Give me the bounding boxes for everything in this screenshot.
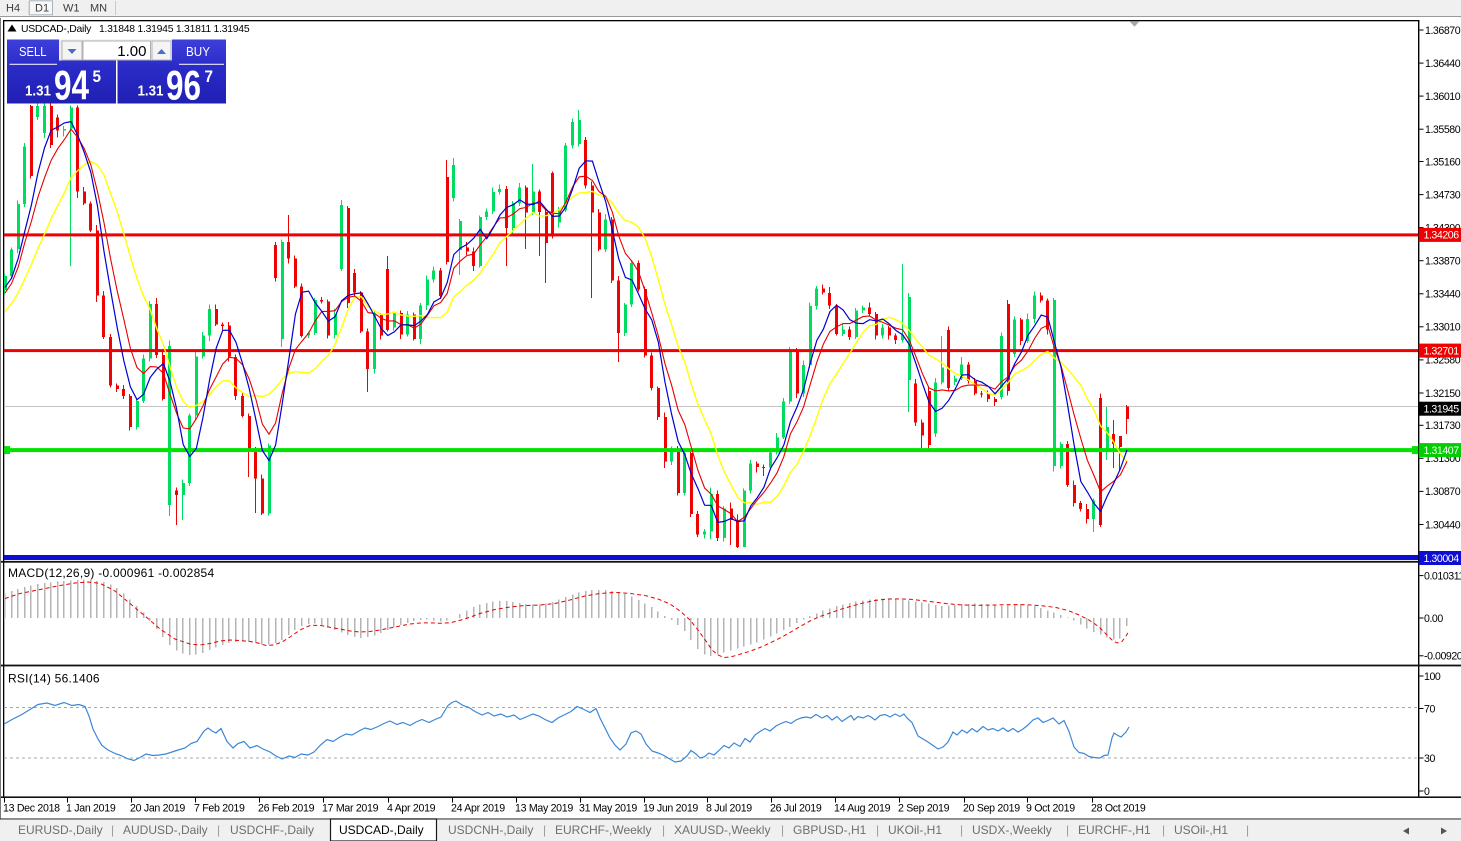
svg-text:94: 94 — [54, 62, 89, 109]
svg-text:|: | — [781, 823, 784, 837]
svg-text:1.33010: 1.33010 — [1425, 322, 1461, 334]
svg-text:24 Apr 2019: 24 Apr 2019 — [451, 803, 505, 815]
svg-text:26 Jul 2019: 26 Jul 2019 — [770, 803, 822, 815]
svg-text:|: | — [111, 823, 114, 837]
svg-text:SELL: SELL — [19, 44, 47, 59]
svg-text:1.32701: 1.32701 — [1424, 345, 1460, 357]
svg-text:0.00: 0.00 — [1424, 613, 1443, 625]
svg-text:96: 96 — [166, 62, 201, 109]
svg-text:|: | — [1162, 823, 1165, 837]
svg-text:|: | — [662, 823, 665, 837]
svg-text:17 Mar 2019: 17 Mar 2019 — [322, 803, 379, 815]
svg-text:H4: H4 — [6, 3, 20, 15]
svg-text:USDCAD-,Daily 1.31848 1.3194: USDCAD-,Daily 1.31848 1.31945 1.31811 1.… — [21, 24, 250, 35]
svg-text:5: 5 — [93, 67, 102, 86]
svg-text:USDCAD-,Daily: USDCAD-,Daily — [339, 823, 424, 837]
svg-text:USDCHF-,Daily: USDCHF-,Daily — [230, 823, 314, 837]
svg-text:20 Sep 2019: 20 Sep 2019 — [963, 803, 1020, 815]
svg-text:MACD(12,26,9) -0.000961 -0.002: MACD(12,26,9) -0.000961 -0.002854 — [8, 566, 214, 580]
svg-text:70: 70 — [1424, 703, 1435, 715]
svg-text:13 Dec 2018: 13 Dec 2018 — [3, 803, 60, 815]
svg-text:19 Jun 2019: 19 Jun 2019 — [643, 803, 698, 815]
svg-text:7 Feb 2019: 7 Feb 2019 — [194, 803, 245, 815]
svg-text:1.33440: 1.33440 — [1425, 289, 1461, 301]
svg-text:1.33870: 1.33870 — [1425, 256, 1461, 268]
svg-text:1.34730: 1.34730 — [1425, 189, 1461, 201]
svg-text:1.32580: 1.32580 — [1425, 355, 1461, 367]
svg-text:14 Aug 2019: 14 Aug 2019 — [834, 803, 891, 815]
svg-text:UKOil-,H1: UKOil-,H1 — [888, 823, 942, 837]
svg-text:1.36870: 1.36870 — [1425, 25, 1461, 37]
svg-text:8 Jul 2019: 8 Jul 2019 — [706, 803, 752, 815]
svg-text:13 May 2019: 13 May 2019 — [515, 803, 573, 815]
svg-text:26 Feb 2019: 26 Feb 2019 — [258, 803, 315, 815]
svg-text:EURUSD-,Daily: EURUSD-,Daily — [18, 823, 103, 837]
svg-text:USDCNH-,Daily: USDCNH-,Daily — [448, 823, 533, 837]
svg-text:|: | — [960, 823, 963, 837]
svg-text:1.36440: 1.36440 — [1425, 58, 1461, 70]
svg-text:7: 7 — [205, 67, 214, 86]
svg-text:|: | — [876, 823, 879, 837]
svg-text:30: 30 — [1424, 753, 1435, 765]
svg-text:1.30004: 1.30004 — [1424, 553, 1460, 565]
svg-text:USOil-,H1: USOil-,H1 — [1174, 823, 1228, 837]
svg-text:EURCHF-,H1: EURCHF-,H1 — [1078, 823, 1151, 837]
svg-text:9 Oct 2019: 9 Oct 2019 — [1026, 803, 1075, 815]
svg-text:1.31730: 1.31730 — [1425, 420, 1461, 432]
svg-text:31 May 2019: 31 May 2019 — [579, 803, 637, 815]
svg-text:1.30870: 1.30870 — [1425, 486, 1461, 498]
svg-text:1 Jan 2019: 1 Jan 2019 — [66, 803, 116, 815]
svg-text:20 Jan 2019: 20 Jan 2019 — [130, 803, 185, 815]
svg-text:MN: MN — [90, 3, 107, 15]
svg-text:1.32150: 1.32150 — [1425, 388, 1461, 400]
svg-text:1.30440: 1.30440 — [1425, 519, 1461, 531]
svg-text:|: | — [217, 823, 220, 837]
svg-text:AUDUSD-,Daily: AUDUSD-,Daily — [123, 823, 208, 837]
svg-text:|: | — [1066, 823, 1069, 837]
svg-text:1.35160: 1.35160 — [1425, 156, 1461, 168]
svg-text:1.34206: 1.34206 — [1424, 230, 1460, 242]
svg-text:W1: W1 — [63, 3, 80, 15]
svg-text:XAUUSD-,Weekly: XAUUSD-,Weekly — [674, 823, 770, 837]
svg-text:GBPUSD-,H1: GBPUSD-,H1 — [793, 823, 867, 837]
svg-text:0.010311: 0.010311 — [1424, 570, 1461, 582]
svg-text:1.35580: 1.35580 — [1425, 124, 1461, 136]
svg-text:28 Oct 2019: 28 Oct 2019 — [1091, 803, 1146, 815]
svg-text:1.31: 1.31 — [138, 84, 164, 100]
svg-text:USDX-,Weekly: USDX-,Weekly — [972, 823, 1052, 837]
svg-text:1.36010: 1.36010 — [1425, 91, 1461, 103]
svg-text:1.31407: 1.31407 — [1424, 445, 1460, 457]
svg-text:100: 100 — [1424, 671, 1441, 683]
svg-text:1.31: 1.31 — [25, 84, 51, 100]
svg-text:|: | — [1246, 823, 1249, 837]
svg-text:1.31945: 1.31945 — [1424, 404, 1460, 416]
svg-text:BUY: BUY — [186, 44, 210, 59]
svg-text:D1: D1 — [35, 3, 49, 15]
svg-text:0: 0 — [1424, 786, 1430, 798]
svg-text:|: | — [543, 823, 546, 837]
svg-text:RSI(14) 56.1406: RSI(14) 56.1406 — [8, 672, 100, 686]
svg-text:EURCHF-,Weekly: EURCHF-,Weekly — [555, 823, 651, 837]
svg-text:2 Sep 2019: 2 Sep 2019 — [898, 803, 950, 815]
svg-text:1.00: 1.00 — [117, 43, 146, 60]
svg-text:4 Apr 2019: 4 Apr 2019 — [387, 803, 436, 815]
